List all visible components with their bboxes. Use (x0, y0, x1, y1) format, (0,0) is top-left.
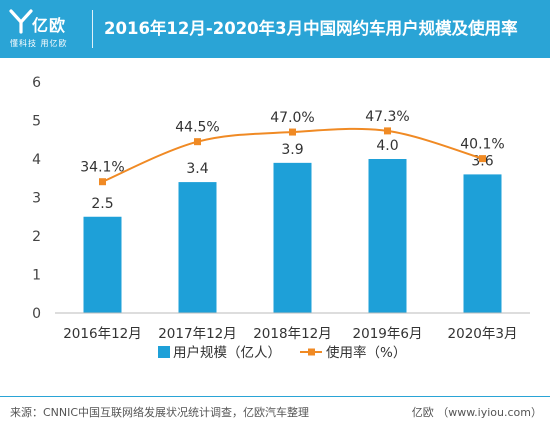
bar (273, 162, 312, 313)
y-tick-label: 2 (32, 229, 41, 245)
header-banner: 亿欧 懂科技 用亿欧 2016年12月-2020年3月中国网约车用户规模及使用率 (0, 0, 550, 58)
line-value-label: 40.1% (460, 137, 504, 153)
bar-value-label: 2.5 (91, 196, 113, 212)
line-point (99, 178, 106, 186)
site-credit: 亿欧 （www.iyiou.com） (411, 406, 542, 419)
source-note: 来源：CNNIC中国互联网络发展状况统计调查，亿欧汽车整理 (10, 406, 310, 419)
x-tick-label: 2017年12月 (158, 326, 237, 342)
chart-area: 01234562.53.43.94.03.62016年12月2017年12月20… (32, 75, 530, 361)
footer-divider (0, 396, 550, 397)
y-tick-label: 6 (32, 75, 41, 91)
chart-title: 2016年12月-2020年3月中国网约车用户规模及使用率 (104, 19, 518, 38)
line-point (194, 138, 201, 146)
x-tick-label: 2020年3月 (448, 326, 518, 342)
line-point (479, 155, 486, 163)
line-value-label: 47.0% (270, 110, 314, 126)
line-point (289, 128, 296, 136)
x-tick-label: 2019年6月 (353, 326, 423, 342)
line-value-label: 34.1% (80, 160, 124, 176)
bar (368, 159, 407, 313)
brand-tagline: 懂科技 用亿欧 (10, 39, 68, 48)
bar (178, 182, 217, 313)
y-tick-label: 3 (32, 191, 41, 207)
bar (463, 174, 502, 313)
header-divider (92, 10, 93, 48)
legend-line-label: 使用率（%） (326, 344, 406, 361)
bar-value-label: 3.9 (281, 142, 303, 158)
line-point (384, 127, 391, 135)
yiou-logo-icon (9, 9, 33, 34)
bar-value-label: 4.0 (376, 138, 398, 154)
line-value-label: 44.5% (175, 120, 219, 136)
x-tick-label: 2018年12月 (253, 326, 332, 342)
legend-bar-label: 用户规模（亿人） (173, 344, 281, 361)
y-tick-label: 0 (32, 306, 41, 322)
y-tick-label: 1 (32, 268, 41, 284)
bar-value-label: 3.4 (186, 161, 208, 177)
y-tick-label: 4 (32, 152, 41, 168)
legend-line-marker (308, 348, 315, 356)
legend-bar-swatch (158, 346, 170, 358)
bar (83, 216, 122, 313)
line-value-label: 47.3% (365, 109, 409, 125)
brand-name: 亿欧 (32, 16, 67, 35)
brand-logo: 亿欧 懂科技 用亿欧 (8, 6, 80, 52)
x-tick-label: 2016年12月 (63, 326, 142, 342)
y-tick-label: 5 (32, 114, 41, 130)
